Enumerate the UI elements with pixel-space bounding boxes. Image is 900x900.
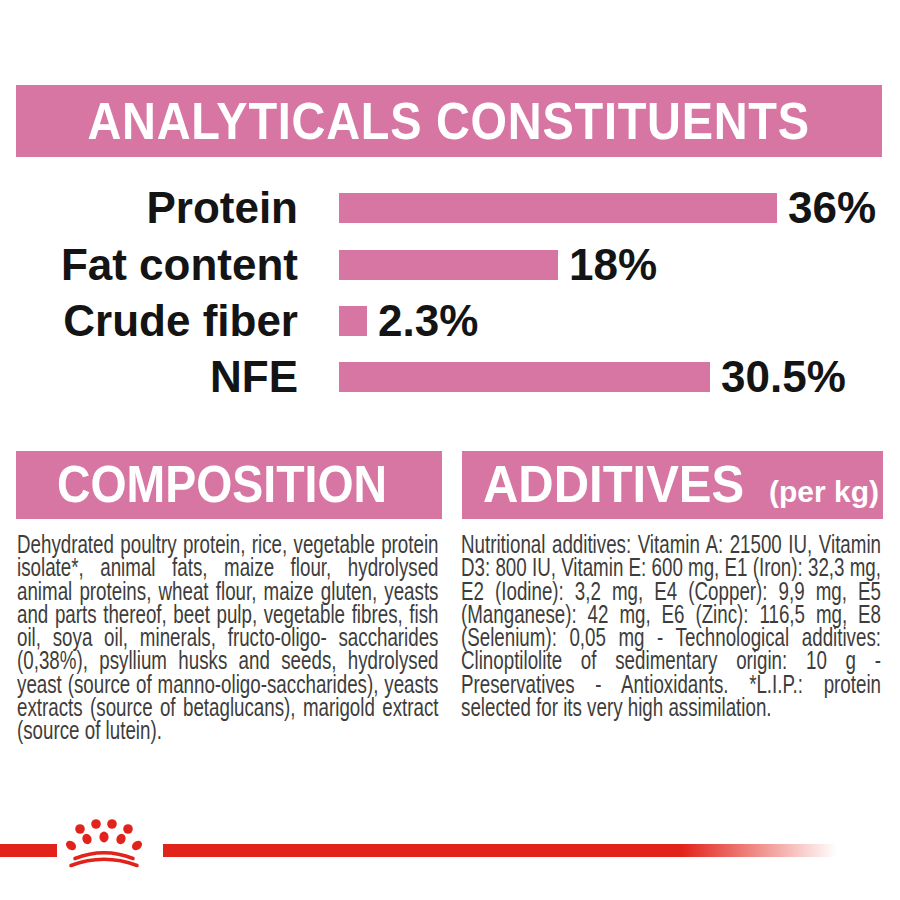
additives-body: Nutritional additives: Vitamin A: 21500 … — [461, 533, 881, 719]
chart-row: Protein 36% — [0, 193, 900, 223]
composition-header: COMPOSITION — [16, 451, 442, 519]
chart-value-label: 36% — [788, 193, 876, 223]
chart-row: Fat content 18% — [0, 250, 900, 280]
chart-row: NFE 30.5% — [0, 362, 900, 392]
chart-row: Crude fiber 2.3% — [0, 306, 900, 336]
chart-bar — [339, 306, 367, 336]
additives-title: ADDITIVES — [483, 451, 744, 519]
additives-subtitle: (per kg) — [769, 458, 879, 526]
additives-header: ADDITIVES (per kg) — [462, 451, 883, 519]
chart-category-label: Fat content — [0, 250, 298, 280]
analytical-constituents-chart: Protein 36% Fat content 18% Crude fiber 2.3% N… — [0, 0, 900, 440]
chart-value-label: 30.5% — [721, 362, 846, 392]
chart-category-label: Crude fiber — [0, 306, 298, 336]
chart-value-label: 18% — [569, 250, 657, 280]
royal-canin-crown-logo — [51, 815, 157, 875]
footer-stripe-right — [163, 844, 837, 857]
chart-bar — [339, 193, 777, 223]
chart-bar — [339, 362, 710, 392]
chart-bar — [339, 250, 558, 280]
chart-category-label: Protein — [0, 193, 298, 223]
chart-value-label: 2.3% — [378, 306, 478, 336]
composition-body: Dehydrated poultry protein, rice, vegeta… — [17, 533, 439, 743]
footer-stripe-left — [0, 844, 57, 857]
composition-title: COMPOSITION — [57, 451, 387, 519]
chart-category-label: NFE — [0, 362, 298, 392]
